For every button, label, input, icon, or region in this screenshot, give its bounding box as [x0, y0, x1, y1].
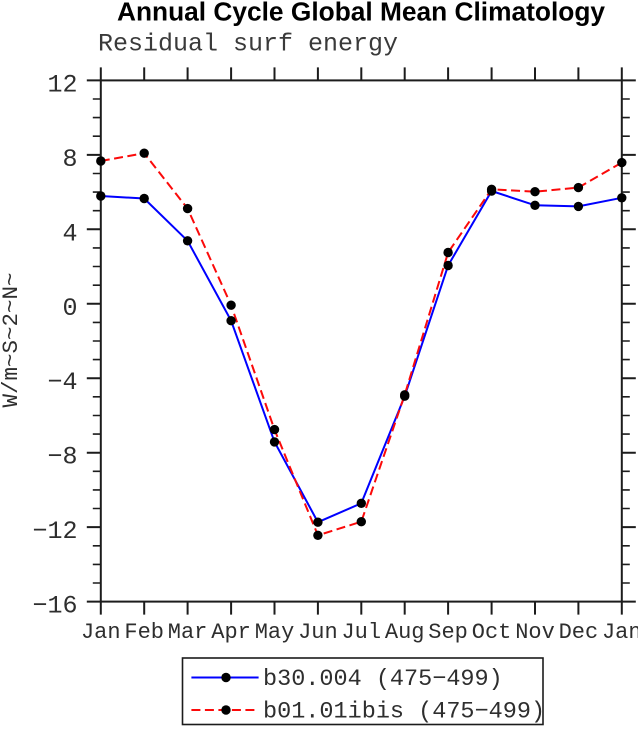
- svg-text:Mar: Mar: [168, 620, 208, 645]
- svg-text:Sep: Sep: [428, 620, 468, 645]
- svg-text:Residual surf energy: Residual surf energy: [98, 30, 398, 59]
- svg-text:W/m~S~2~N~: W/m~S~2~N~: [0, 272, 24, 407]
- svg-text:Annual Cycle Global Mean Clima: Annual Cycle Global Mean Climatology: [117, 0, 605, 27]
- svg-text:Apr: Apr: [211, 620, 251, 645]
- svg-text:Nov: Nov: [515, 620, 555, 645]
- svg-text:Dec: Dec: [559, 620, 599, 645]
- svg-text:b01.01ibis (475−499): b01.01ibis (475−499): [263, 699, 545, 726]
- svg-text:−4: −4: [47, 368, 77, 397]
- svg-text:Aug: Aug: [385, 620, 425, 645]
- svg-text:12: 12: [47, 70, 77, 99]
- svg-text:Jun: Jun: [298, 620, 338, 645]
- svg-text:−12: −12: [32, 517, 77, 546]
- svg-text:4: 4: [62, 219, 77, 248]
- svg-text:Feb: Feb: [124, 620, 164, 645]
- svg-text:May: May: [255, 620, 295, 645]
- svg-text:−8: −8: [47, 443, 77, 472]
- svg-text:Oct: Oct: [472, 620, 512, 645]
- svg-text:0: 0: [62, 294, 77, 323]
- svg-text:Jan: Jan: [81, 620, 121, 645]
- svg-text:Jan: Jan: [602, 620, 638, 645]
- svg-text:−16: −16: [32, 592, 77, 621]
- svg-text:Jul: Jul: [341, 620, 381, 645]
- svg-text:8: 8: [62, 145, 77, 174]
- svg-text:b30.004 (475−499): b30.004 (475−499): [263, 666, 503, 693]
